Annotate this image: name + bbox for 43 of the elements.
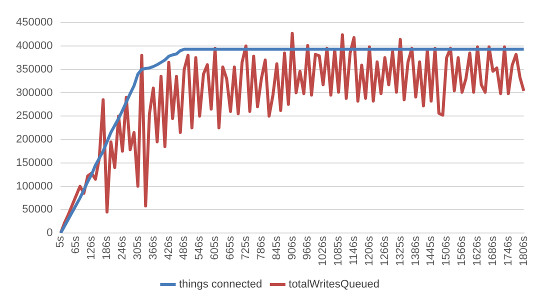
x-tick-label: 1026s xyxy=(317,236,330,266)
x-tick-label: 486s xyxy=(178,236,190,260)
y-tick-label: 450000 xyxy=(16,16,53,29)
x-tick-label: 786s xyxy=(255,236,268,260)
x-tick-label: 1806s xyxy=(518,236,530,266)
y-tick-label: 400000 xyxy=(16,40,53,52)
y-tick-label: 100000 xyxy=(16,180,53,192)
x-tick-label: 906s xyxy=(286,236,298,260)
y-tick-label: 350000 xyxy=(16,63,53,76)
y-tick-label: 0 xyxy=(46,227,53,240)
x-tick-label: 1146s xyxy=(348,236,360,266)
x-tick-label: 725s xyxy=(240,236,252,260)
x-tick-label: 1085s xyxy=(332,236,345,266)
y-tick-label: 200000 xyxy=(16,134,53,146)
x-tick-label: 1746s xyxy=(502,236,514,266)
x-tick-label: 426s xyxy=(162,236,175,260)
x-tick-label: 1626s xyxy=(472,236,484,266)
x-tick-label: 1445s xyxy=(425,236,438,266)
x-tick-label: 366s xyxy=(147,236,160,260)
x-tick-label: 126s xyxy=(86,236,98,260)
x-tick-label: 605s xyxy=(209,236,222,260)
x-tick-label: 1686s xyxy=(486,236,499,266)
x-tick-label: 186s xyxy=(101,236,114,260)
x-tick-label: 1325s xyxy=(394,236,406,266)
x-tick-label: 65s xyxy=(70,236,82,254)
legend-label: totalWritesQueued xyxy=(288,278,380,291)
legend-label: things connected xyxy=(178,278,262,291)
x-tick-label: 665s xyxy=(224,236,237,260)
x-tick-label: 1386s xyxy=(410,236,422,266)
x-tick-label: 1506s xyxy=(440,236,453,266)
x-tick-label: 305s xyxy=(132,236,144,260)
x-tick-label: 5s xyxy=(54,236,67,248)
y-tick-label: 300000 xyxy=(16,86,53,99)
y-tick-label: 150000 xyxy=(16,156,53,169)
x-tick-label: 845s xyxy=(270,236,283,260)
x-tick-label: 546s xyxy=(194,236,206,260)
y-tick-label: 50000 xyxy=(22,204,53,216)
y-tick-label: 250000 xyxy=(16,110,53,122)
x-tick-label: 246s xyxy=(116,236,128,260)
x-tick-label: 1266s xyxy=(378,236,391,266)
x-tick-label: 966s xyxy=(302,236,314,260)
x-tick-label: 1206s xyxy=(363,236,376,266)
x-tick-label: 1566s xyxy=(456,236,468,266)
